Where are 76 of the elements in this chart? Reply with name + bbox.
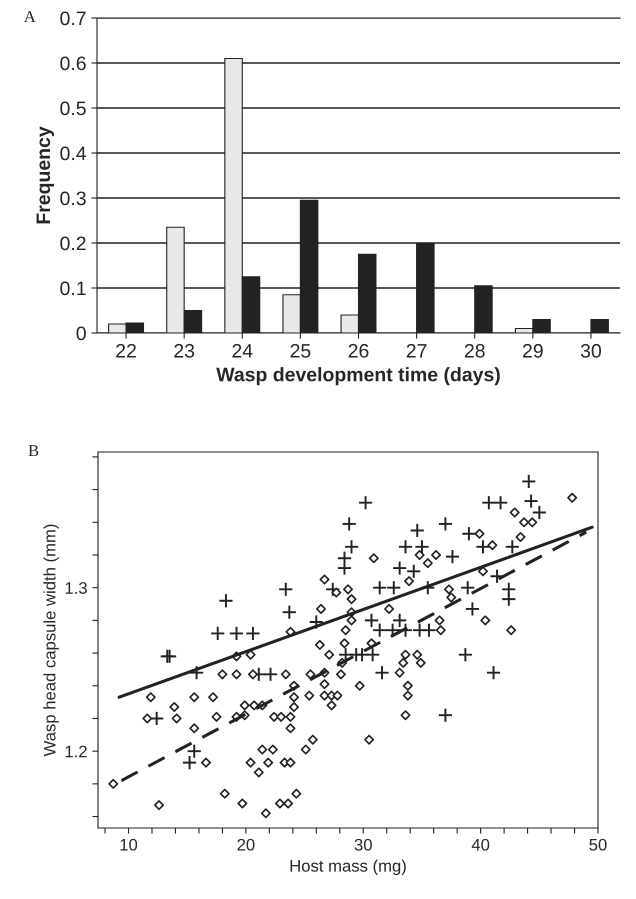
point <box>336 560 352 576</box>
y-tick-label: 0.2 <box>60 236 86 250</box>
y-axis-title: Wasp head capsule width (mm) <box>43 524 59 756</box>
point <box>398 539 414 554</box>
x-tick-label: 27 <box>406 344 426 358</box>
point <box>410 522 425 538</box>
point <box>421 622 437 638</box>
y-tick-label: 1.2 <box>66 746 87 758</box>
x-tick-label: 10 <box>120 838 138 851</box>
y-tick-label: 0 <box>76 326 86 340</box>
y-tick-label: 1.3 <box>66 582 87 594</box>
point <box>386 580 402 596</box>
text: B <box>28 445 38 456</box>
x-tick-label: 22 <box>116 344 136 358</box>
point <box>438 708 453 723</box>
y-tick-label: 0.5 <box>60 101 86 116</box>
point <box>475 539 491 554</box>
point <box>406 564 422 579</box>
x-tick-label: 30 <box>580 344 601 358</box>
x-tick-label: 29 <box>523 344 543 358</box>
point <box>521 474 536 489</box>
point <box>308 614 324 630</box>
x-tick-label: 25 <box>290 344 310 358</box>
point <box>186 744 202 759</box>
text: A <box>24 11 36 22</box>
point <box>501 592 516 607</box>
point <box>358 495 374 510</box>
x-axis-title: Host mass (mg) <box>290 860 406 876</box>
x-tick-label: 30 <box>354 838 372 851</box>
point <box>481 495 496 510</box>
point <box>486 665 502 680</box>
x-axis-title: Wasp development time (days) <box>216 367 500 386</box>
point <box>344 539 360 554</box>
y-tick-label: 0.7 <box>60 11 86 26</box>
point <box>182 755 198 770</box>
point <box>464 601 480 616</box>
point <box>438 516 453 532</box>
x-tick-label: 23 <box>174 344 194 358</box>
point <box>444 549 460 564</box>
y-tick-label: 0.6 <box>60 56 86 70</box>
point <box>365 647 380 662</box>
point <box>189 665 204 680</box>
y-axis-title: Frequency <box>36 126 54 224</box>
point <box>458 647 473 662</box>
y-tick-label: 0.4 <box>60 146 86 160</box>
point <box>372 580 388 596</box>
point <box>278 582 294 597</box>
x-tick-label: 20 <box>237 838 255 851</box>
x-tick-label: 24 <box>232 344 253 358</box>
point <box>218 593 234 608</box>
x-tick-label: 28 <box>464 344 485 358</box>
point <box>228 626 244 642</box>
y-tick-label: 0.1 <box>60 281 86 296</box>
point <box>245 626 260 642</box>
point <box>282 604 297 620</box>
x-tick-label: 26 <box>348 344 368 358</box>
point <box>504 539 520 554</box>
y-tick-label: 0.3 <box>60 191 86 206</box>
point <box>372 622 388 638</box>
point <box>398 622 414 638</box>
x-tick-label: 50 <box>589 838 607 851</box>
point <box>262 666 278 682</box>
x-tick-label: 40 <box>472 838 490 851</box>
point <box>374 665 390 680</box>
point <box>325 582 340 597</box>
point <box>342 516 357 532</box>
point <box>461 526 476 542</box>
point <box>460 580 476 596</box>
point <box>420 580 436 596</box>
point <box>524 493 539 509</box>
point <box>532 504 547 520</box>
point <box>364 612 380 628</box>
point <box>493 495 508 510</box>
point <box>210 626 226 642</box>
point <box>414 539 430 554</box>
point <box>392 560 408 576</box>
